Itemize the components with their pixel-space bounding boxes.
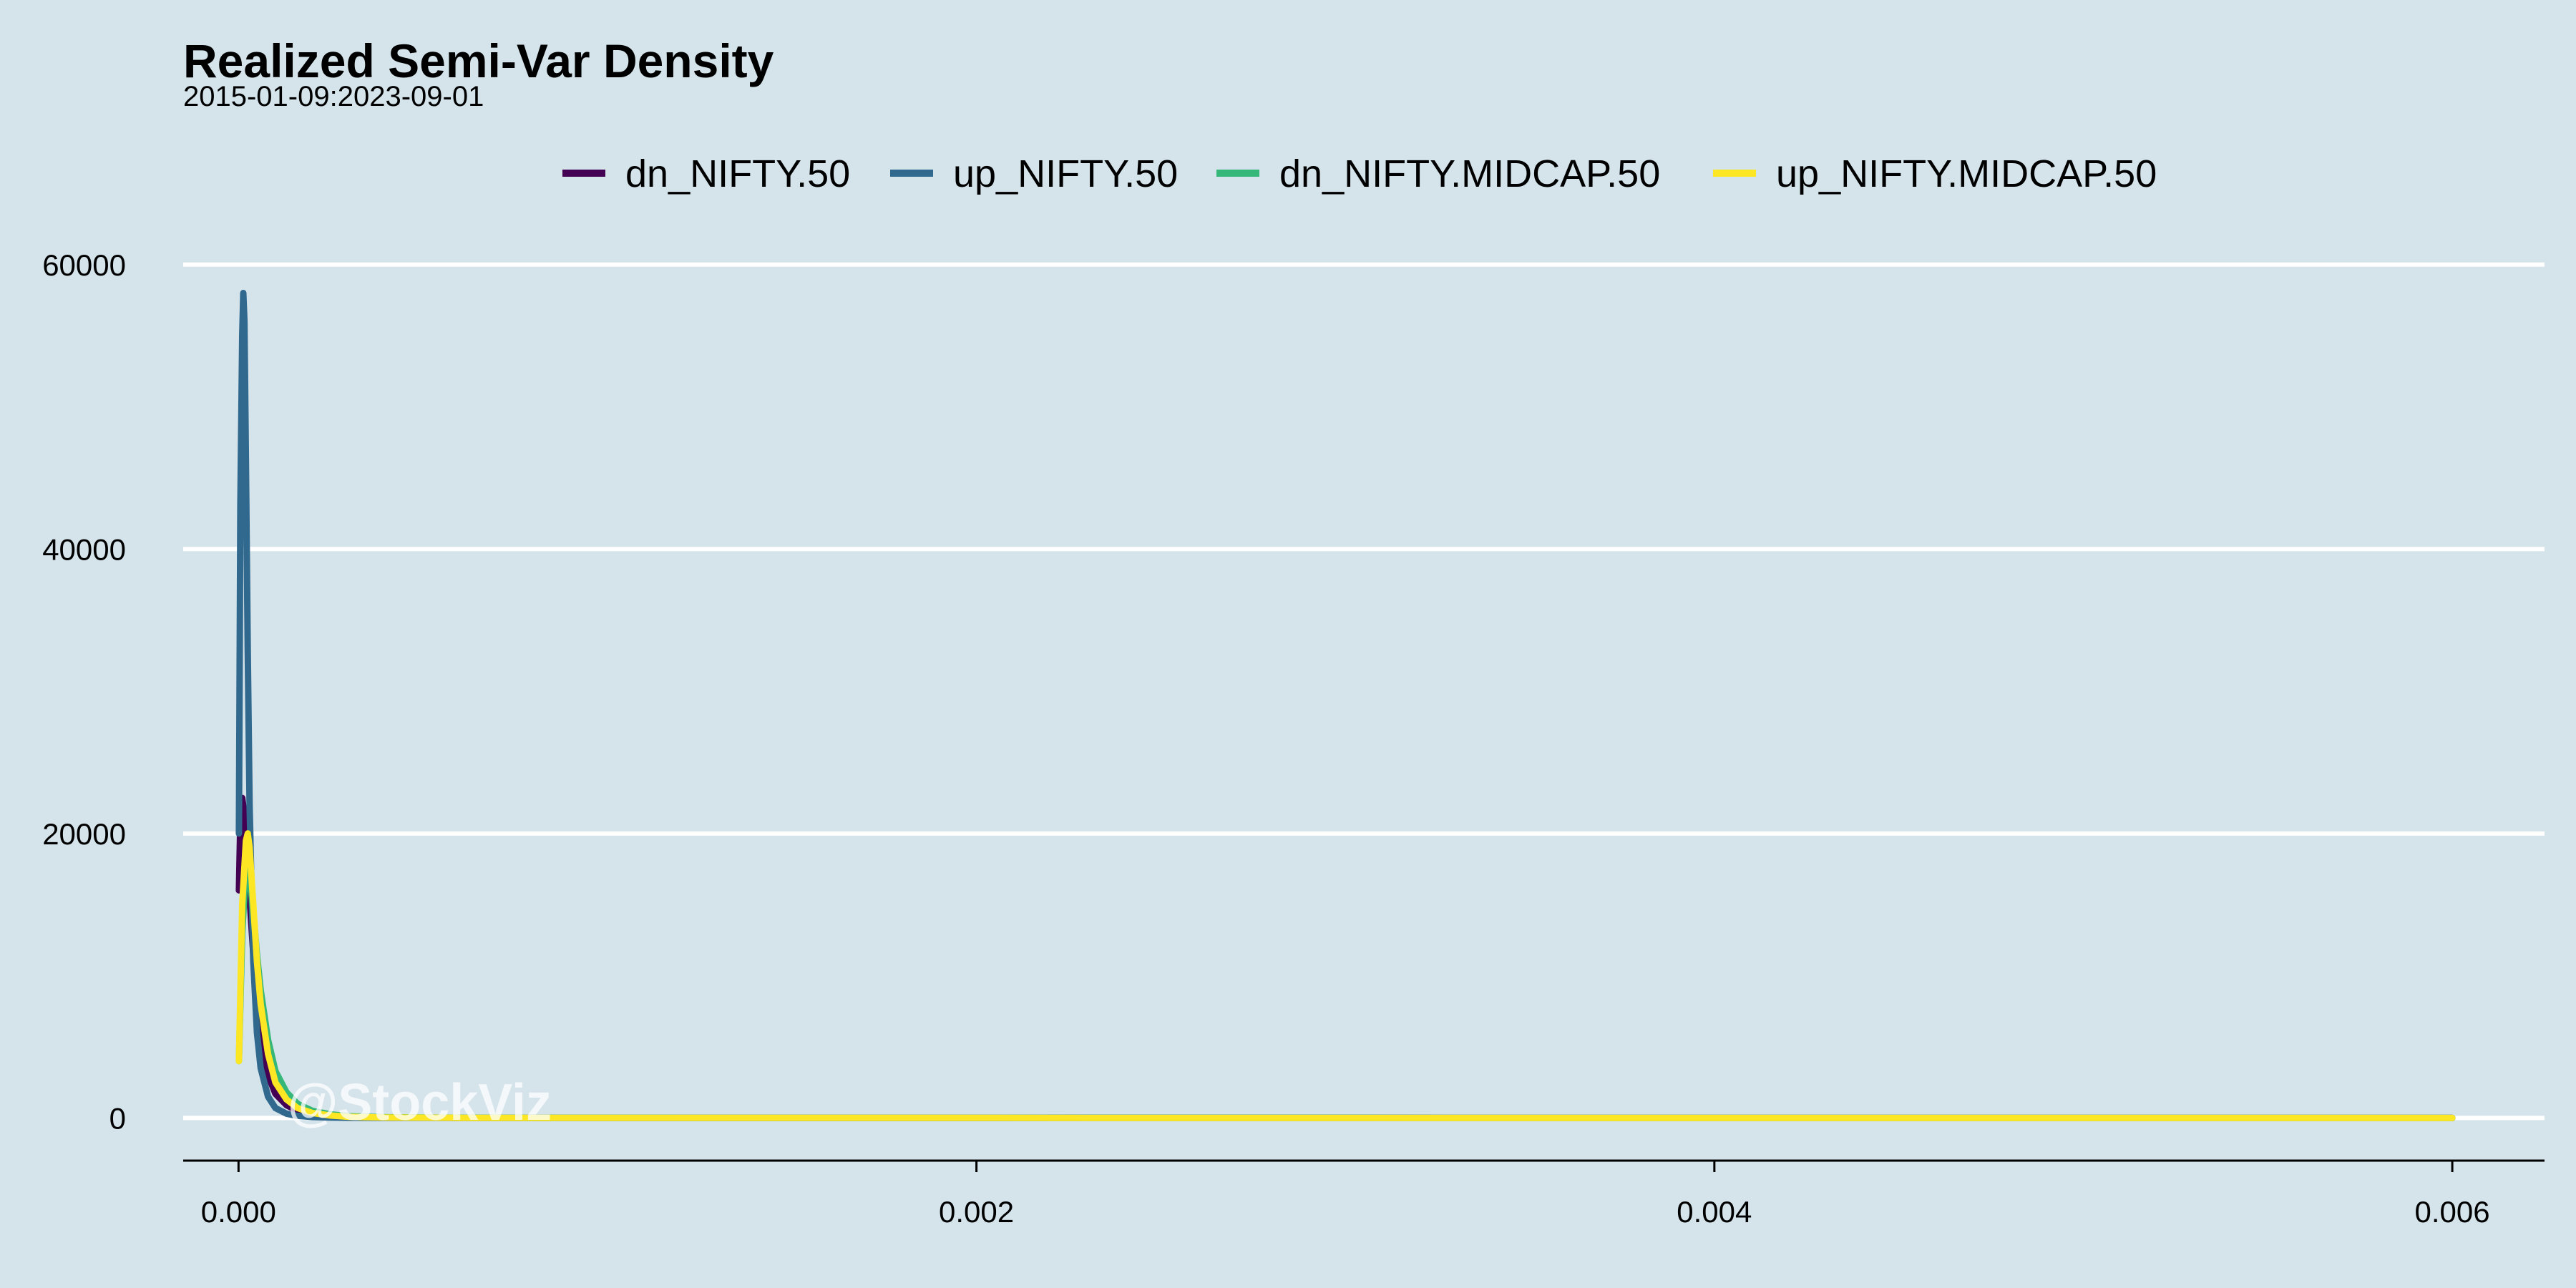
gridlines — [183, 262, 2545, 1121]
y-tick-label: 0 — [109, 1101, 126, 1135]
chart-subtitle: 2015-01-09:2023-09-01 — [183, 81, 484, 112]
x-tick-label: 0.002 — [939, 1195, 1014, 1229]
x-axis: 0.000 0.002 0.004 0.006 — [183, 1159, 2545, 1229]
series-line-up_NIFTY.MIDCAP.50 — [235, 830, 2456, 1121]
y-axis: 0 20000 40000 60000 — [42, 248, 126, 1136]
chart-title: Realized Semi-Var Density — [183, 34, 774, 87]
legend-label-dn_NIFTY.MIDCAP.50: dn_NIFTY.MIDCAP.50 — [1279, 152, 1660, 195]
x-tick-label: 0.000 — [201, 1195, 276, 1229]
legend-label-up_NIFTY.MIDCAP.50: up_NIFTY.MIDCAP.50 — [1776, 152, 2157, 195]
x-tick-label: 0.004 — [1677, 1195, 1752, 1229]
legend-label-up_NIFTY.50: up_NIFTY.50 — [953, 152, 1178, 195]
series-line-dn_NIFTY.MIDCAP.50 — [235, 866, 2456, 1121]
y-tick-label: 40000 — [42, 532, 126, 566]
series-line-up_NIFTY.50 — [235, 290, 2456, 1121]
legend-label-dn_NIFTY.50: dn_NIFTY.50 — [625, 152, 850, 195]
y-tick-label: 20000 — [42, 817, 126, 851]
series-lines — [235, 290, 2456, 1121]
watermark: @StockViz — [288, 1074, 552, 1131]
legend: dn_NIFTY.50 up_NIFTY.50 dn_NIFTY.MIDCAP.50… — [562, 152, 2157, 195]
series-line-dn_NIFTY.50 — [235, 794, 2456, 1121]
x-tick-label: 0.006 — [2415, 1195, 2490, 1229]
y-tick-label: 60000 — [42, 248, 126, 282]
